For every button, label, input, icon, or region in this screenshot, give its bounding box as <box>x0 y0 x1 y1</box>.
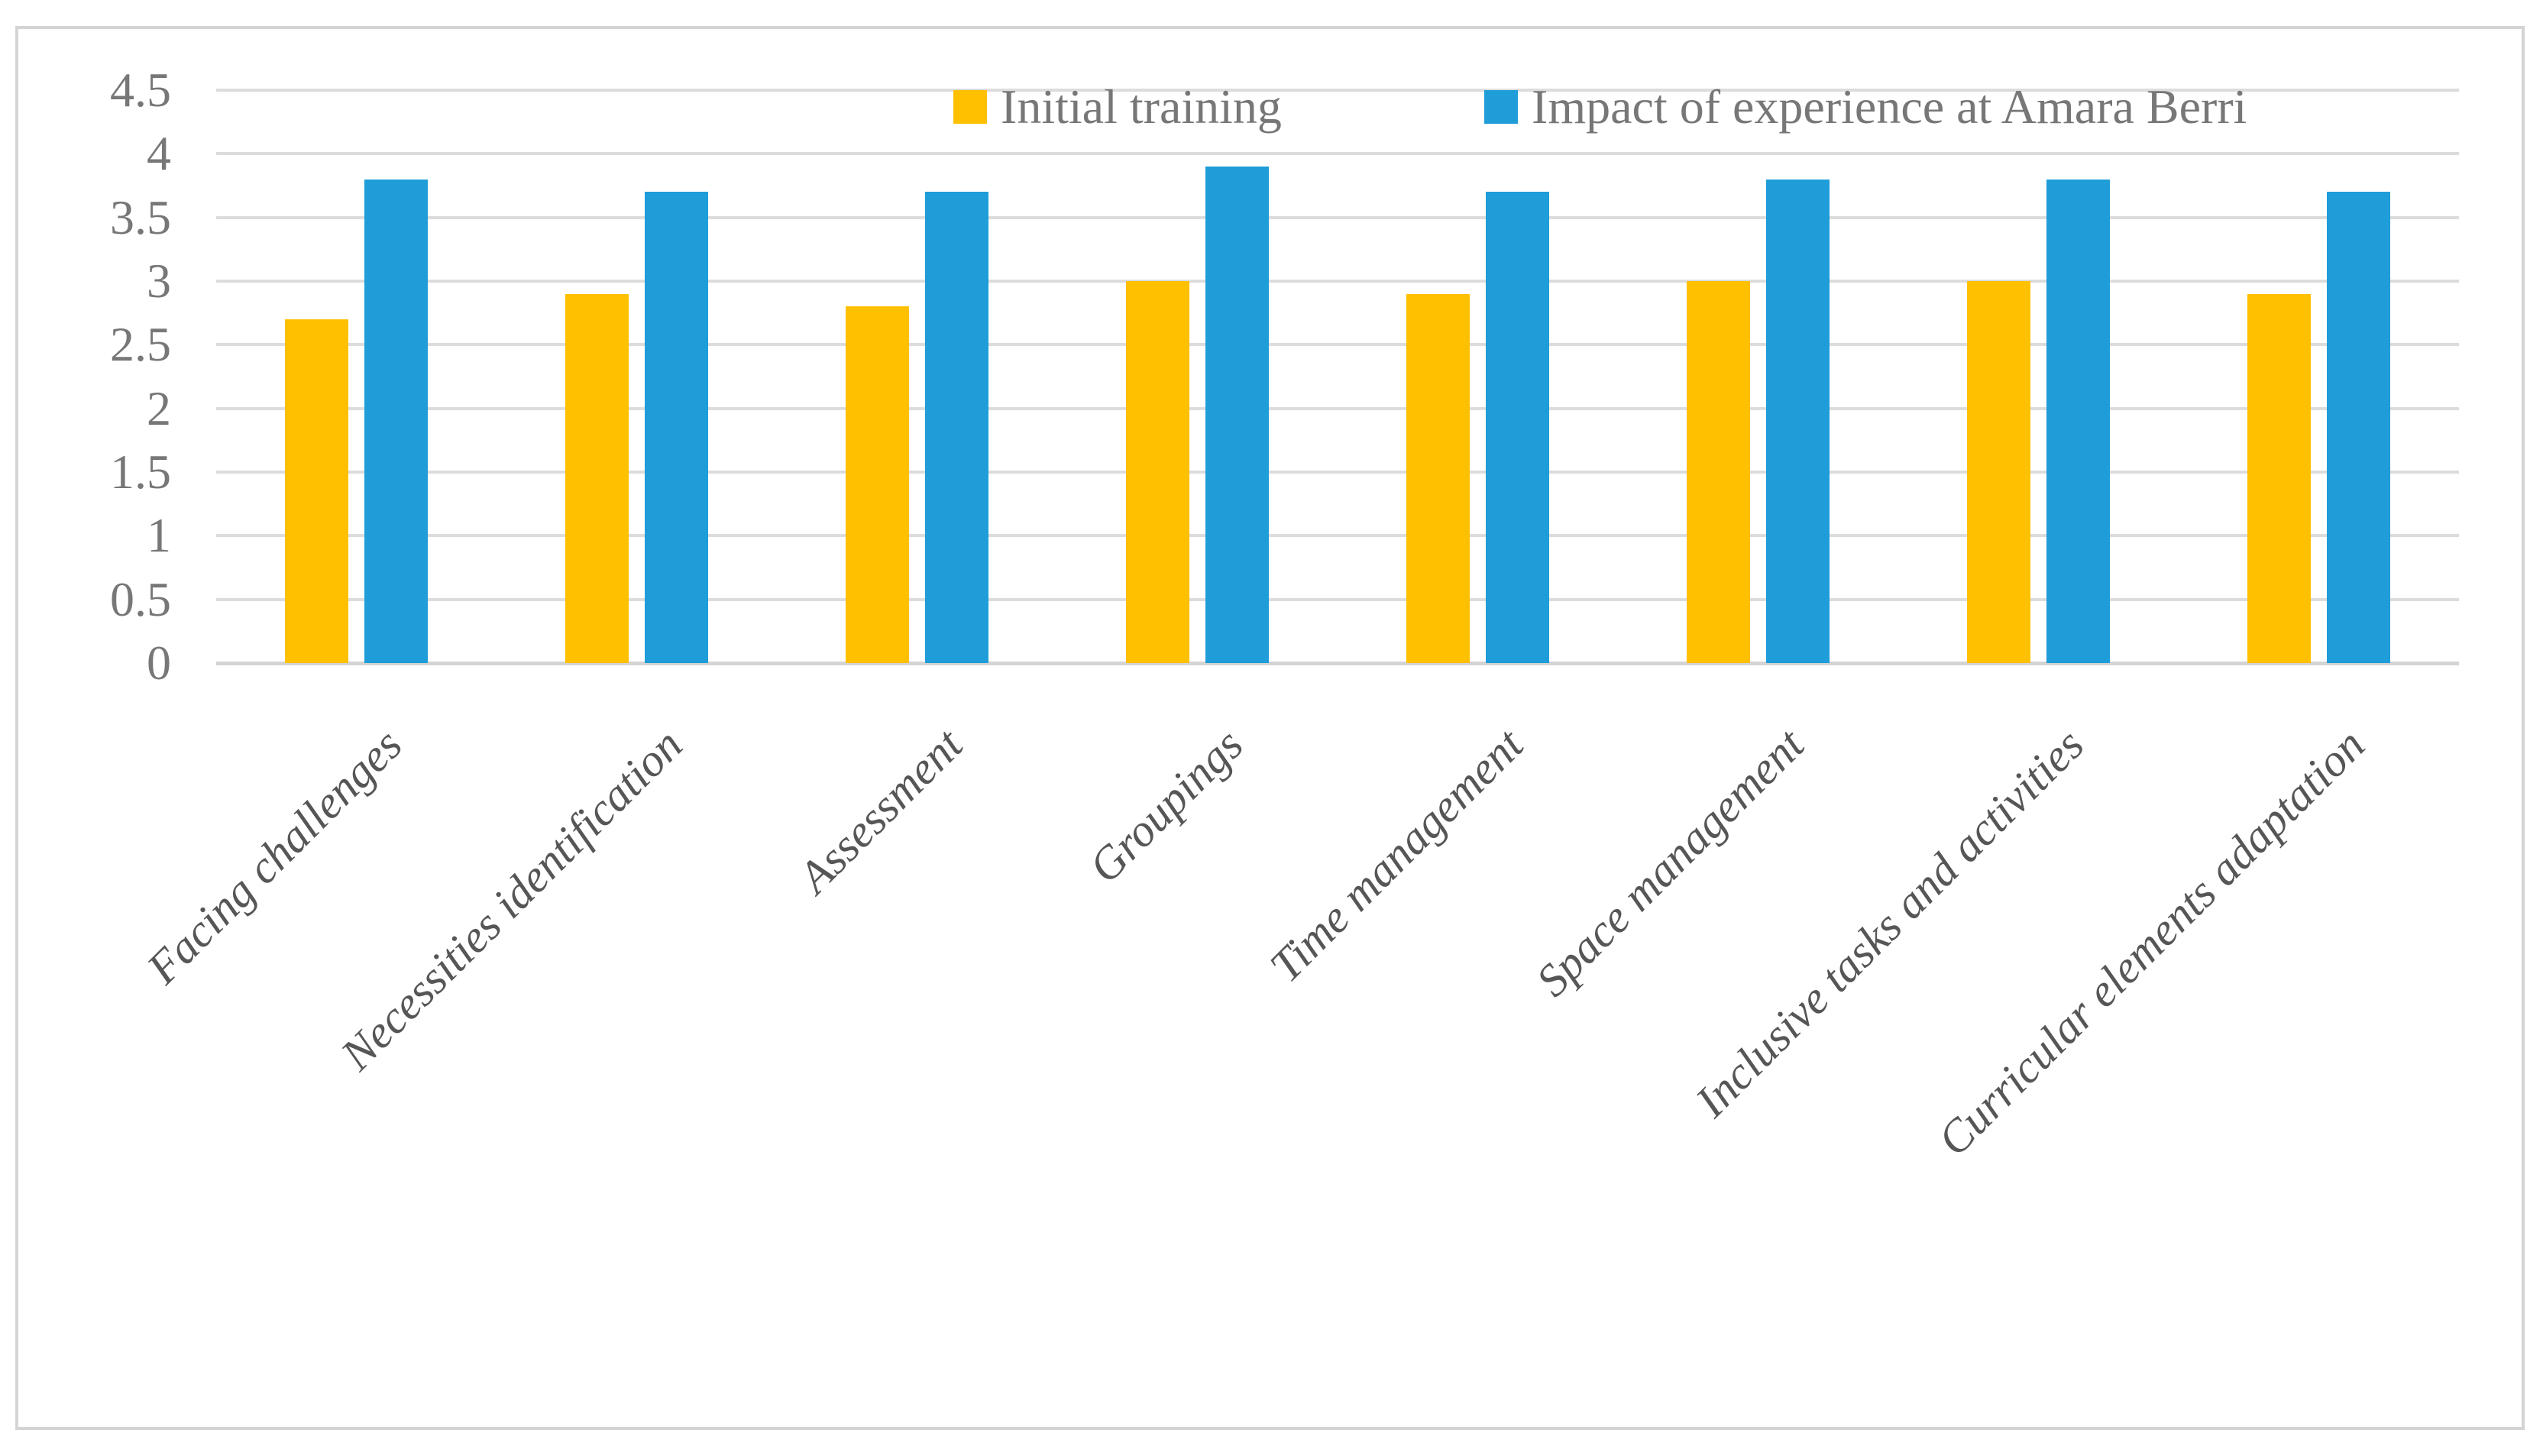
bar-series1-cat4 <box>1126 281 1189 663</box>
y-tick-label: 3 <box>147 254 171 308</box>
y-tick-label: 2 <box>147 380 171 435</box>
y-tick-label: 3.5 <box>110 189 171 244</box>
bar-series2-cat3 <box>925 192 988 663</box>
gridline <box>216 406 2459 410</box>
y-tick-label: 4.5 <box>110 63 171 117</box>
gridline <box>216 215 2459 219</box>
gridline <box>216 89 2459 92</box>
bar-series1-cat6 <box>1687 281 1750 663</box>
bar-series1-cat7 <box>1967 281 2030 663</box>
y-tick-label: 2.5 <box>110 317 171 372</box>
gridline <box>216 152 2459 156</box>
bar-series2-cat2 <box>645 192 708 663</box>
bar-series1-cat3 <box>846 306 909 663</box>
y-tick-label: 1 <box>147 508 171 563</box>
bar-series1-cat1 <box>285 319 348 663</box>
bar-series1-cat5 <box>1406 293 1470 663</box>
gridline <box>216 280 2459 283</box>
legend-label: Impact of experience at Amara Berri <box>1532 79 2247 134</box>
plot-area <box>216 89 2459 665</box>
y-tick-label: 0.5 <box>110 571 171 626</box>
bar-series1-cat2 <box>565 293 629 663</box>
legend-label: Initial training <box>1001 79 1282 134</box>
gridline <box>216 343 2459 347</box>
bar-series2-cat1 <box>364 179 428 663</box>
y-axis-labels: 0 0.5 1 1.5 2 2.5 3 3.5 4 4.5 <box>0 0 171 726</box>
y-tick-label: 0 <box>147 636 171 690</box>
y-tick-label: 1.5 <box>110 445 171 499</box>
gridline <box>216 597 2459 601</box>
gridline <box>216 534 2459 538</box>
legend-swatch-icon <box>1484 90 1518 124</box>
legend-item: Initial training <box>953 81 1282 133</box>
legend-swatch-icon <box>953 90 987 124</box>
bar-series2-cat4 <box>1205 167 1269 663</box>
bar-series2-cat7 <box>2046 179 2110 663</box>
bar-series2-cat8 <box>2327 192 2390 663</box>
y-tick-label: 4 <box>147 126 171 181</box>
bar-series2-cat5 <box>1486 192 1549 663</box>
gridline <box>216 471 2459 474</box>
legend-item: Impact of experience at Amara Berri <box>1484 81 2247 133</box>
x-axis-line <box>216 662 2459 665</box>
bar-series2-cat6 <box>1766 179 1830 663</box>
bar-series1-cat8 <box>2247 293 2311 663</box>
